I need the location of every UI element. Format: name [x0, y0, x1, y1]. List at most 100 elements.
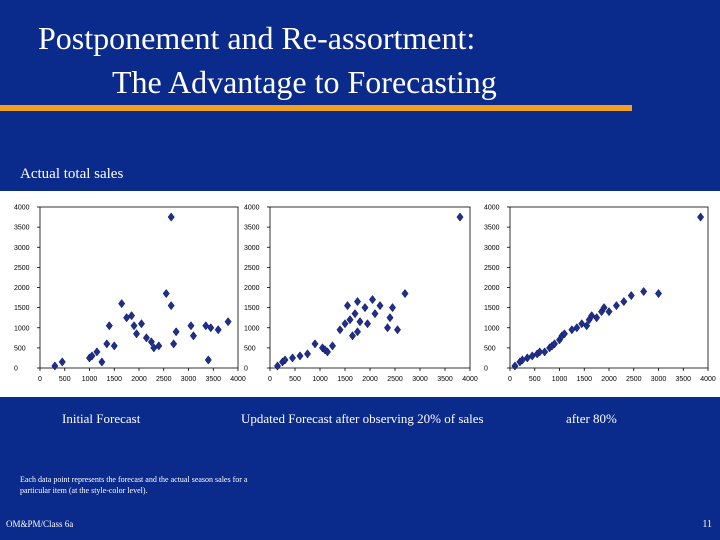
- y-tick-label: 0: [484, 366, 488, 373]
- data-point: [296, 351, 304, 361]
- y-tick-label: 3000: [484, 245, 500, 252]
- data-point: [103, 339, 111, 349]
- x-tick-label: 2500: [626, 376, 642, 383]
- title-underline: [0, 105, 632, 111]
- data-point: [130, 321, 138, 331]
- data-point: [167, 212, 175, 222]
- data-point: [128, 311, 136, 321]
- data-point: [605, 307, 613, 317]
- data-point: [98, 357, 106, 367]
- x-tick-label: 4000: [700, 376, 716, 383]
- data-point: [536, 347, 544, 357]
- data-point: [401, 288, 409, 299]
- y-tick-label: 1000: [484, 325, 500, 332]
- data-point: [118, 299, 126, 309]
- x-tick-label: 1000: [312, 376, 328, 383]
- data-point: [204, 355, 212, 365]
- data-point: [588, 311, 596, 321]
- data-point: [311, 339, 319, 349]
- title-line-1: Postponement and Re-assortment:: [38, 20, 476, 56]
- data-point: [371, 309, 379, 319]
- data-point: [560, 329, 568, 339]
- data-point: [593, 313, 601, 323]
- y-tick-label: 2000: [484, 285, 500, 292]
- data-point: [353, 327, 362, 337]
- y-tick-label: 2500: [244, 265, 260, 272]
- page-number: 11: [702, 519, 712, 530]
- data-point: [167, 301, 175, 311]
- caption-updated-forecast: Updated Forecast after observing 20% of …: [241, 411, 484, 426]
- data-point: [189, 331, 197, 341]
- data-point: [376, 301, 384, 311]
- y-tick-label: 2000: [14, 285, 30, 292]
- y-tick-label: 0: [14, 366, 18, 373]
- data-point: [214, 325, 222, 335]
- data-point: [58, 357, 66, 367]
- data-point: [612, 301, 620, 311]
- data-point: [328, 341, 337, 351]
- data-point: [273, 361, 282, 371]
- data-point: [388, 303, 397, 313]
- y-tick-label: 1000: [14, 325, 30, 332]
- y-tick-label: 1500: [244, 305, 260, 312]
- x-tick-label: 1000: [552, 376, 568, 383]
- x-tick-label: 2000: [601, 376, 617, 383]
- caption-initial-forecast: Initial Forecast: [62, 411, 141, 426]
- footnote: Each data point represents the forecast …: [20, 475, 248, 495]
- y-tick-label: 2000: [244, 285, 260, 292]
- data-point: [88, 351, 96, 361]
- y-tick-label: 4000: [484, 205, 500, 212]
- x-tick-label: 2000: [131, 376, 147, 383]
- data-point: [368, 295, 377, 305]
- data-point: [356, 317, 364, 327]
- data-point: [155, 341, 163, 351]
- data-point: [541, 347, 549, 357]
- data-point: [393, 325, 402, 335]
- x-tick-label: 1500: [576, 376, 592, 383]
- data-point: [133, 329, 141, 339]
- y-tick-label: 500: [484, 345, 496, 352]
- data-point: [600, 303, 608, 313]
- y-tick-label: 3500: [14, 225, 30, 232]
- data-point: [386, 313, 394, 323]
- data-point: [383, 323, 392, 333]
- y-tick-label: 3000: [14, 245, 30, 252]
- x-tick-label: 500: [59, 376, 71, 383]
- data-point: [573, 323, 581, 333]
- chart-panel: 0 500 1000 1500 2000 2500 3000 3500 4000 0 500 1000…: [0, 191, 720, 397]
- data-point: [110, 341, 118, 351]
- course-label: OM&PM/Class 6a: [6, 519, 74, 529]
- data-point: [172, 327, 180, 337]
- data-point: [51, 361, 59, 371]
- data-point: [170, 339, 178, 349]
- scatter-charts: 0 500 1000 1500 2000 2500 3000 3500 4000 0 500 1000…: [14, 205, 716, 384]
- y-tick-label: 1500: [14, 305, 30, 312]
- y-tick-label: 4000: [244, 205, 260, 212]
- x-tick-label: 2500: [156, 376, 172, 383]
- x-tick-label: 2500: [387, 376, 403, 383]
- x-tick-label: 0: [268, 376, 272, 383]
- data-point: [583, 321, 591, 331]
- data-point: [142, 333, 150, 343]
- data-point: [551, 339, 559, 349]
- data-point: [363, 319, 372, 329]
- data-point: [627, 290, 635, 301]
- y-tick-label: 2500: [484, 265, 500, 272]
- x-tick-label: 500: [529, 376, 541, 383]
- data-point: [353, 297, 362, 307]
- y-tick-label: 3000: [244, 245, 260, 252]
- y-tick-label: 500: [14, 345, 26, 352]
- x-tick-label: 3500: [437, 376, 453, 383]
- plot-area-2: [269, 206, 471, 369]
- x-tick-label: 4000: [230, 376, 246, 383]
- plot-area-1: [39, 206, 239, 369]
- x-tick-label: 3000: [412, 376, 428, 383]
- y-tick-label: 0: [244, 366, 248, 373]
- data-point: [341, 319, 349, 329]
- y-tick-label: 2500: [14, 265, 30, 272]
- data-point: [351, 309, 359, 319]
- plot-area-3: [509, 206, 709, 369]
- x-tick-label: 3500: [675, 376, 691, 383]
- x-tick-label: 3000: [651, 376, 667, 383]
- data-point: [361, 303, 369, 313]
